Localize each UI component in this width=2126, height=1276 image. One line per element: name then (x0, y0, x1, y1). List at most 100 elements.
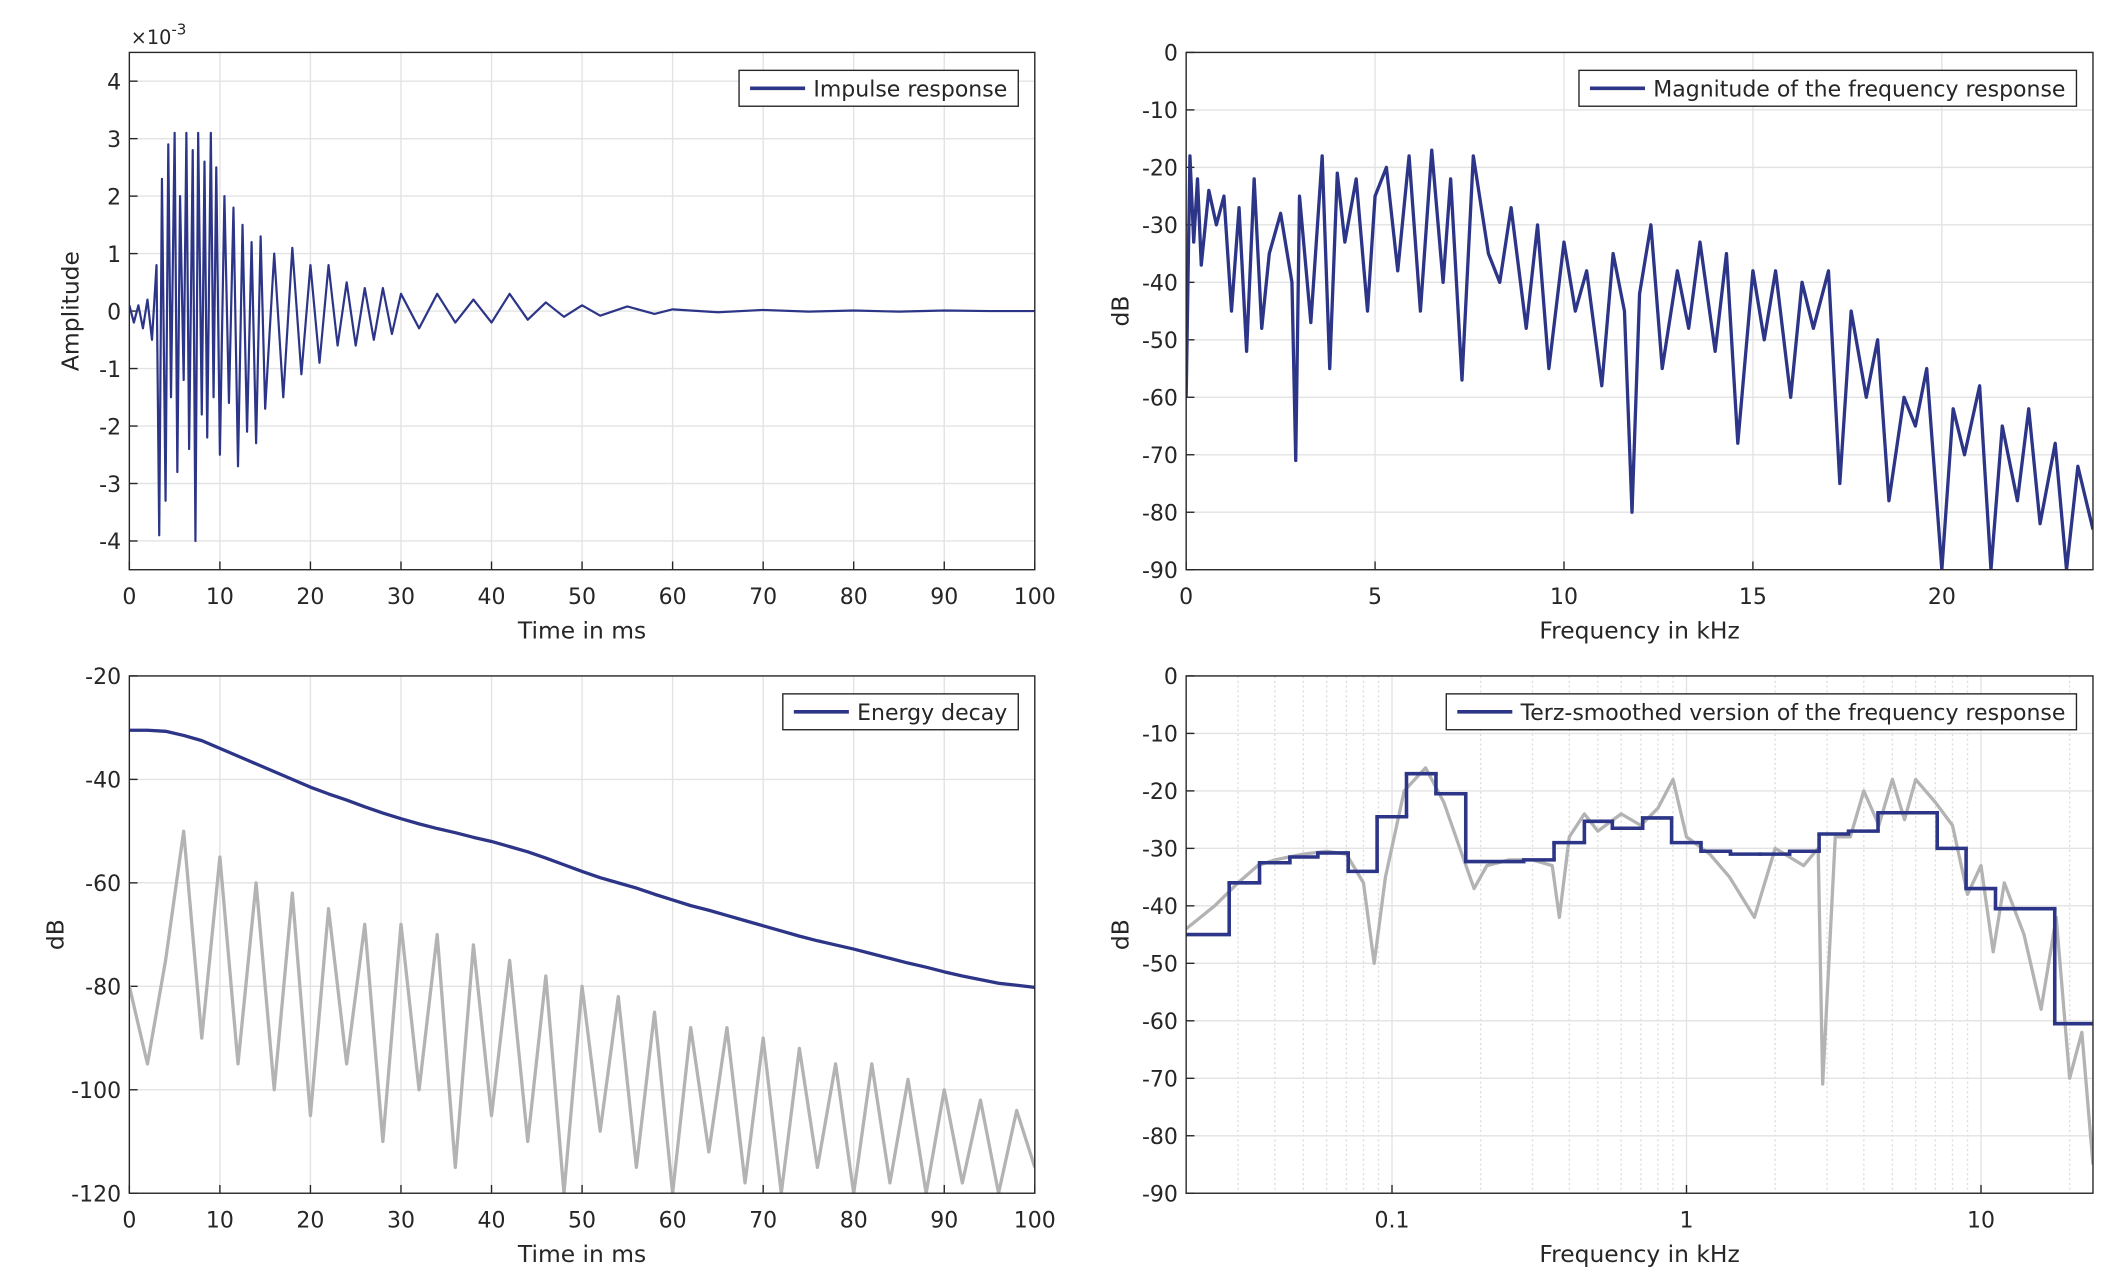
x-tick-label: 1 (1679, 1209, 1693, 1234)
y-tick-label: -90 (1142, 1182, 1178, 1207)
x-tick-label: 100 (1014, 585, 1056, 610)
y-tick-label: 2 (107, 185, 121, 210)
y-tick-label: 3 (107, 128, 121, 153)
y-tick-label: -70 (1142, 1068, 1178, 1093)
legend: Impulse response (738, 69, 1019, 107)
x-tick-label: 70 (749, 1209, 777, 1234)
series-line (1186, 766, 2093, 1165)
y-tick-label: -80 (1142, 1125, 1178, 1150)
y-tick-label: 0 (107, 300, 121, 325)
x-tick-label: 10 (206, 1209, 234, 1234)
y-tick-label: -30 (1142, 838, 1178, 863)
y-tick-label: 0 (1164, 665, 1178, 690)
x-tick-label: 20 (296, 1209, 324, 1234)
y-tick-label: 1 (107, 243, 121, 268)
subplot: 0 5 10 15 20 -90 -80 -70 -60 -50 -40 -30 -20 -10 0 Freq… (1106, 42, 2094, 645)
plot-lines (129, 728, 1035, 1194)
y-tick-label: -120 (71, 1182, 121, 1207)
x-tick-label: 80 (840, 585, 868, 610)
y-tick-label: -80 (1142, 501, 1178, 526)
x-axis-label: Frequency in kHz (1539, 617, 1739, 645)
y-axis-label: dB (1106, 919, 1134, 950)
y-tick-label: -50 (1142, 953, 1178, 978)
y-tick-label: -100 (71, 1079, 121, 1104)
plot-lines (1186, 148, 2093, 570)
x-tick-label: 20 (1928, 585, 1956, 610)
y-tick-label: -1 (99, 358, 121, 383)
y-tick-label: -50 (1142, 329, 1178, 354)
y-tick-label: -40 (1142, 272, 1178, 297)
axes-box (1185, 51, 2094, 571)
series-line (129, 131, 1035, 543)
x-tick-label: 10 (1967, 1209, 1995, 1234)
axes-box (128, 675, 1036, 1194)
x-tick-label: 10 (206, 585, 234, 610)
plot-lines (1186, 766, 2093, 1165)
plot-lines (129, 131, 1035, 543)
x-axis-label: Time in ms (517, 617, 646, 645)
legend-label: Terz-smoothed version of the frequency r… (1520, 701, 2066, 726)
y-tick-label: -10 (1142, 99, 1178, 124)
x-tick-label: 0 (122, 1209, 136, 1234)
x-tick-label: 70 (749, 585, 777, 610)
x-tick-label: 0 (1179, 585, 1193, 610)
subplot: 0 10 20 30 40 50 60 70 80 90 100 -120 -100 -80 -60 -40 -… (41, 665, 1055, 1268)
x-tick-label: 90 (930, 1209, 958, 1234)
y-axis-label: dB (41, 919, 69, 950)
y-tick-label: -60 (1142, 1010, 1178, 1035)
legend-box (1578, 69, 2078, 107)
axes-box (1185, 675, 2094, 1194)
subplot: 0 10 20 30 40 50 60 70 80 90 100 -4 -3 -2 -1 0 1 2 3 4 Time … (56, 20, 1055, 644)
y-tick-label: -40 (1142, 895, 1178, 920)
series-line (129, 829, 1035, 1194)
y-tick-label: -2 (99, 415, 121, 440)
x-tick-label: 5 (1368, 585, 1382, 610)
plot-area (1186, 675, 2093, 1194)
series-line (129, 728, 1035, 989)
x-tick-label: 90 (930, 585, 958, 610)
y-tick-label: -80 (85, 976, 121, 1001)
y-axis-label: Amplitude (56, 251, 84, 371)
y-tick-label: -90 (1142, 559, 1178, 584)
y-tick-label: -60 (85, 872, 121, 897)
y-axis-label: dB (1106, 296, 1134, 327)
series-line (1186, 148, 2093, 570)
axis-multiplier: ×10-3 (131, 20, 187, 49)
y-tick-label: -20 (85, 665, 121, 690)
x-tick-label: 100 (1014, 1209, 1056, 1234)
legend-label: Magnitude of the frequency response (1653, 78, 2065, 103)
x-tick-label: 10 (1550, 585, 1578, 610)
legend-label: Impulse response (813, 78, 1007, 103)
x-tick-label: 60 (659, 1209, 687, 1234)
x-tick-label: 60 (659, 585, 687, 610)
x-axis-label: Frequency in kHz (1539, 1240, 1739, 1268)
legend: Energy decay (782, 693, 1019, 731)
x-tick-label: 40 (478, 585, 506, 610)
x-tick-label: 15 (1739, 585, 1767, 610)
legend: Magnitude of the frequency response (1578, 69, 2078, 107)
y-tick-label: -4 (99, 530, 121, 555)
x-tick-label: 0.1 (1375, 1209, 1410, 1234)
axes-box (128, 51, 1036, 571)
y-tick-label: -3 (99, 473, 121, 498)
y-tick-label: -60 (1142, 387, 1178, 412)
x-tick-label: 30 (387, 1209, 415, 1234)
y-tick-label: 0 (1164, 42, 1178, 67)
y-tick-label: -40 (85, 769, 121, 794)
x-tick-label: 50 (568, 585, 596, 610)
multiplier-exponent: -3 (171, 20, 186, 38)
legend-box (1445, 693, 2078, 731)
x-tick-label: 40 (478, 1209, 506, 1234)
subplot: 0.1 1 10 -90 -80 -70 -60 -50 -40 -30 -20 -10 0 Freque… (1106, 665, 2094, 1268)
x-tick-label: 30 (387, 585, 415, 610)
y-tick-label: 4 (107, 70, 121, 95)
x-tick-label: 50 (568, 1209, 596, 1234)
x-tick-label: 0 (122, 585, 136, 610)
y-tick-label: -20 (1142, 157, 1178, 182)
x-tick-label: 80 (840, 1209, 868, 1234)
y-tick-label: -20 (1142, 780, 1178, 805)
y-tick-label: -10 (1142, 723, 1178, 748)
y-tick-label: -30 (1142, 214, 1178, 239)
y-tick-label: -70 (1142, 444, 1178, 469)
